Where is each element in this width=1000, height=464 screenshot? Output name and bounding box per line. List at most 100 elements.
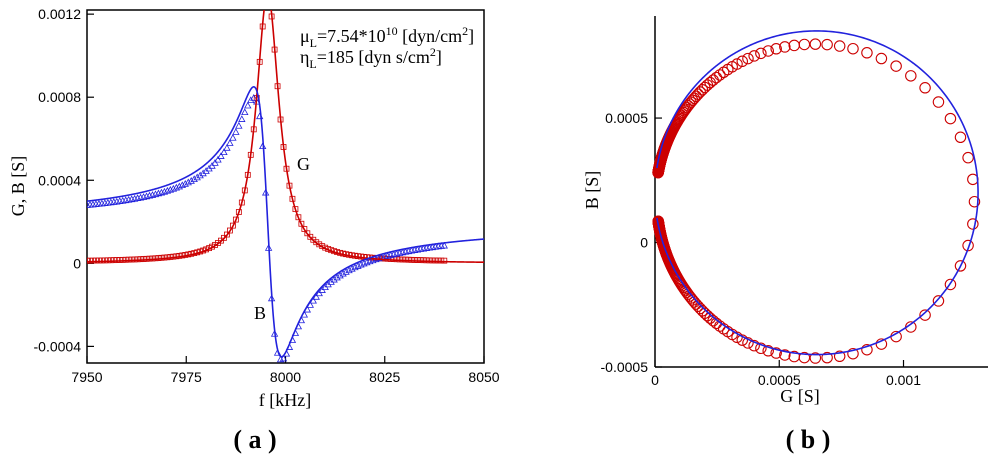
panel-a-xtick-label: 8050	[468, 369, 499, 385]
b-measured-point	[276, 355, 285, 363]
bg-measured-point	[696, 305, 709, 317]
b-curve-label: B	[254, 303, 266, 323]
g-measured-point	[441, 257, 448, 264]
bg-measured-point	[788, 39, 800, 52]
g-measured-point	[396, 256, 403, 263]
g-measured-point	[316, 241, 323, 248]
b-measured-point	[172, 183, 180, 191]
g-measured-point	[122, 256, 129, 263]
g-measured-point	[146, 255, 153, 262]
bg-measured-point	[809, 38, 822, 50]
g-measured-point	[134, 256, 141, 263]
g-measured-point	[87, 257, 90, 264]
panel-a-label: ( a )	[233, 425, 276, 454]
b-measured-point	[154, 189, 163, 197]
bg-measured-point	[821, 351, 833, 364]
g-measured-point	[411, 257, 418, 263]
bg-measured-point	[944, 112, 957, 125]
g-measured-point	[128, 256, 135, 263]
b-measured-point	[258, 142, 267, 150]
bg-measured-point	[954, 260, 967, 272]
bg-measured-point	[748, 50, 760, 62]
b-measured-point	[312, 292, 320, 300]
bg-measured-point	[875, 52, 888, 65]
g-measured-point	[405, 256, 412, 263]
g-measured-point	[101, 257, 108, 264]
g-measured-point	[232, 216, 239, 223]
b-measured-point	[345, 266, 353, 274]
g-measured-point	[263, 0, 268, 4]
g-measured-point	[104, 257, 111, 264]
b-measured-point	[160, 187, 169, 195]
panel-b-xlabel: G [S]	[780, 386, 820, 406]
g-measured-point	[137, 256, 144, 263]
panel-a-ytick-label: 0.0008	[38, 89, 81, 105]
bg-measured-point	[762, 345, 774, 357]
g-measured-point	[221, 234, 227, 241]
g-measured-point	[301, 226, 308, 232]
bg-measured-point	[932, 96, 945, 108]
g-measured-point	[110, 257, 117, 264]
bg-measured-point	[847, 42, 859, 55]
b-measured-point	[181, 179, 189, 187]
g-measured-point	[298, 220, 305, 227]
g-measured-point	[96, 257, 102, 264]
bg-measured-point	[779, 349, 791, 361]
panel-b-label: ( b )	[786, 425, 831, 454]
bg-fit-curve	[656, 30, 979, 356]
b-measured-point	[223, 143, 231, 151]
g-measured-point	[93, 257, 99, 264]
bg-measured-point	[833, 350, 846, 363]
bg-measured-point	[798, 38, 811, 51]
panel-a-ytick-label: 0.0012	[38, 6, 81, 22]
b-measured-point	[178, 181, 186, 189]
g-measured-point	[113, 257, 120, 263]
bg-measured-point	[690, 90, 702, 103]
bg-measured-point	[861, 343, 873, 356]
panel-a-xtick-label: 8000	[270, 369, 301, 385]
g-measured-point	[408, 256, 415, 263]
panel-a: 7950 7975 8000 8025 8050 -0.0004 0 0.0004 0.0008…	[8, 0, 500, 454]
panel-b-xtick-label: 0	[651, 372, 659, 388]
b-measured-point	[375, 254, 383, 262]
bg-measured-point	[968, 195, 981, 208]
panel-a-ytick-label: -0.0004	[34, 338, 82, 354]
bg-measured-point	[686, 294, 699, 306]
g-measured-point	[420, 257, 427, 264]
g-measured-point	[304, 230, 311, 237]
b-measured-point	[220, 148, 228, 156]
g-measured-point	[414, 257, 421, 263]
bg-measured-point	[821, 38, 833, 51]
bg-measured-point	[919, 309, 931, 321]
bg-measured-point	[919, 82, 931, 94]
g-curve-label: G	[297, 154, 310, 174]
b-measured-point	[193, 173, 201, 181]
g-measured-point	[438, 257, 445, 264]
b-measured-point	[232, 128, 240, 135]
b-measured-point	[333, 273, 341, 281]
b-measured-point	[327, 278, 335, 285]
b-measured-point	[229, 133, 237, 141]
b-measured-point	[244, 101, 252, 109]
bg-measured-point	[694, 302, 706, 315]
g-measured-point	[295, 214, 302, 221]
bg-measured-point	[688, 92, 701, 105]
g-measured-point	[402, 256, 409, 263]
g-measured-point	[87, 257, 93, 264]
bg-measured-point	[944, 278, 957, 291]
bg-measured-point	[762, 45, 774, 57]
bg-measured-point	[809, 352, 822, 364]
g-measured-point	[224, 231, 230, 238]
g-measured-point	[229, 222, 236, 229]
bg-measured-point	[736, 55, 749, 68]
b-measured-point	[163, 186, 172, 194]
panel-a-ytick-label: 0	[73, 255, 81, 271]
g-measured-point	[423, 257, 430, 264]
bg-measured-point	[788, 350, 800, 363]
g-measured-point	[107, 257, 114, 264]
bg-measured-point	[875, 338, 888, 350]
mu-annotation: μL=7.54*1010 [dyn/cm2]	[300, 24, 474, 50]
panel-b-ytick-label: 0	[640, 235, 648, 251]
g-measured-point	[399, 256, 406, 263]
